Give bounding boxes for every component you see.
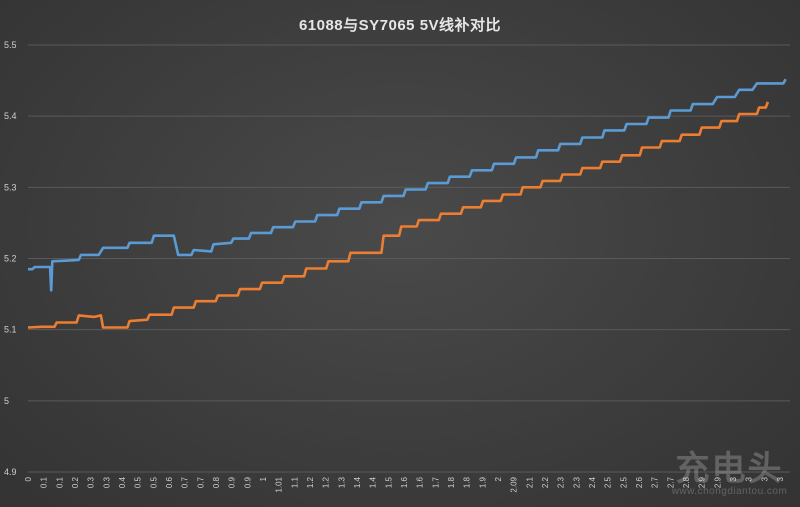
x-tick-label: 2.4 <box>588 476 597 488</box>
x-tick-label: 1.5 <box>384 476 393 488</box>
x-tick-label: 2.5 <box>604 476 613 488</box>
x-tick-label: 1.9 <box>478 476 487 488</box>
x-tick-label: 2.3 <box>557 476 566 488</box>
x-tick-label: 2.6 <box>635 476 644 488</box>
x-tick-label: 2.8 <box>682 476 691 488</box>
y-tick-label: 5.5 <box>4 40 17 50</box>
x-tick-label: 1.6 <box>400 476 409 488</box>
x-tick-label: 3 <box>776 476 785 481</box>
x-tick-label: 1.7 <box>431 476 440 488</box>
x-tick-label: 2.2 <box>541 476 550 488</box>
x-tick-label: 1.1 <box>290 476 299 488</box>
grid-lines <box>28 44 790 473</box>
x-tick-label: 2.7 <box>666 476 675 488</box>
x-tick-label: 0.2 <box>71 476 80 488</box>
x-tick-label: 2.9 <box>698 476 707 488</box>
y-tick-label: 4.9 <box>4 467 17 477</box>
x-tick-label: 2.09 <box>510 476 519 492</box>
x-tick-label: 3 <box>729 476 738 481</box>
x-tick-label: 0.4 <box>118 476 127 488</box>
x-axis-labels: 0 0.1 0.1 0.2 0.3 0.3 0.4 0.5 0.5 0.6 0.7 0.7 0.8 0.9… <box>24 476 785 492</box>
x-tick-label: 0.1 <box>55 476 64 488</box>
x-tick-label: 1.3 <box>337 476 346 488</box>
y-tick-label: 5.3 <box>4 182 17 192</box>
x-tick-label: 2.5 <box>619 476 628 488</box>
x-tick-label: 0 <box>24 476 33 481</box>
y-tick-label: 5.1 <box>4 325 17 335</box>
x-tick-label: 2.9 <box>713 476 722 488</box>
x-tick-label: 0.7 <box>196 476 205 488</box>
x-tick-label: 1.8 <box>463 476 472 488</box>
series-line-2 <box>27 101 770 329</box>
x-tick-label: 1.01 <box>275 476 284 492</box>
x-tick-label: 1.6 <box>416 476 425 488</box>
y-tick-label: 5.2 <box>4 254 17 264</box>
y-tick-label: 5 <box>4 396 9 406</box>
x-tick-label: 2.3 <box>572 476 581 488</box>
x-tick-label: 3 <box>760 476 769 481</box>
x-tick-label: 0.8 <box>212 476 221 488</box>
y-axis-labels: 4.9 5 5.1 5.2 5.3 5.4 5.5 <box>4 40 17 477</box>
x-tick-label: 2.7 <box>651 476 660 488</box>
x-tick-label: 0.3 <box>102 476 111 488</box>
x-tick-label: 1.2 <box>322 476 331 488</box>
x-tick-label: 0.1 <box>40 476 49 488</box>
x-tick-label: 2.1 <box>525 476 534 488</box>
x-tick-label: 1 <box>259 476 268 481</box>
x-tick-label: 3 <box>745 476 754 481</box>
x-tick-label: 0.9 <box>228 476 237 488</box>
x-tick-label: 0.5 <box>134 476 143 488</box>
x-tick-label: 0.7 <box>181 476 190 488</box>
x-tick-label: 0.6 <box>165 476 174 488</box>
chart-title: 61088与SY7065 5V线补对比 <box>298 17 502 34</box>
series-lines <box>27 78 787 329</box>
x-tick-label: 2 <box>494 476 503 481</box>
x-tick-label: 0.3 <box>87 476 96 488</box>
x-tick-label: 1.4 <box>353 476 362 488</box>
x-tick-label: 1.2 <box>306 476 315 488</box>
series-line-1 <box>28 78 787 292</box>
x-tick-label: 0.9 <box>243 476 252 488</box>
y-tick-label: 5.4 <box>4 111 17 121</box>
x-tick-label: 1.8 <box>447 476 456 488</box>
x-tick-label: 0.5 <box>149 476 158 488</box>
x-tick-label: 1.4 <box>369 476 378 488</box>
